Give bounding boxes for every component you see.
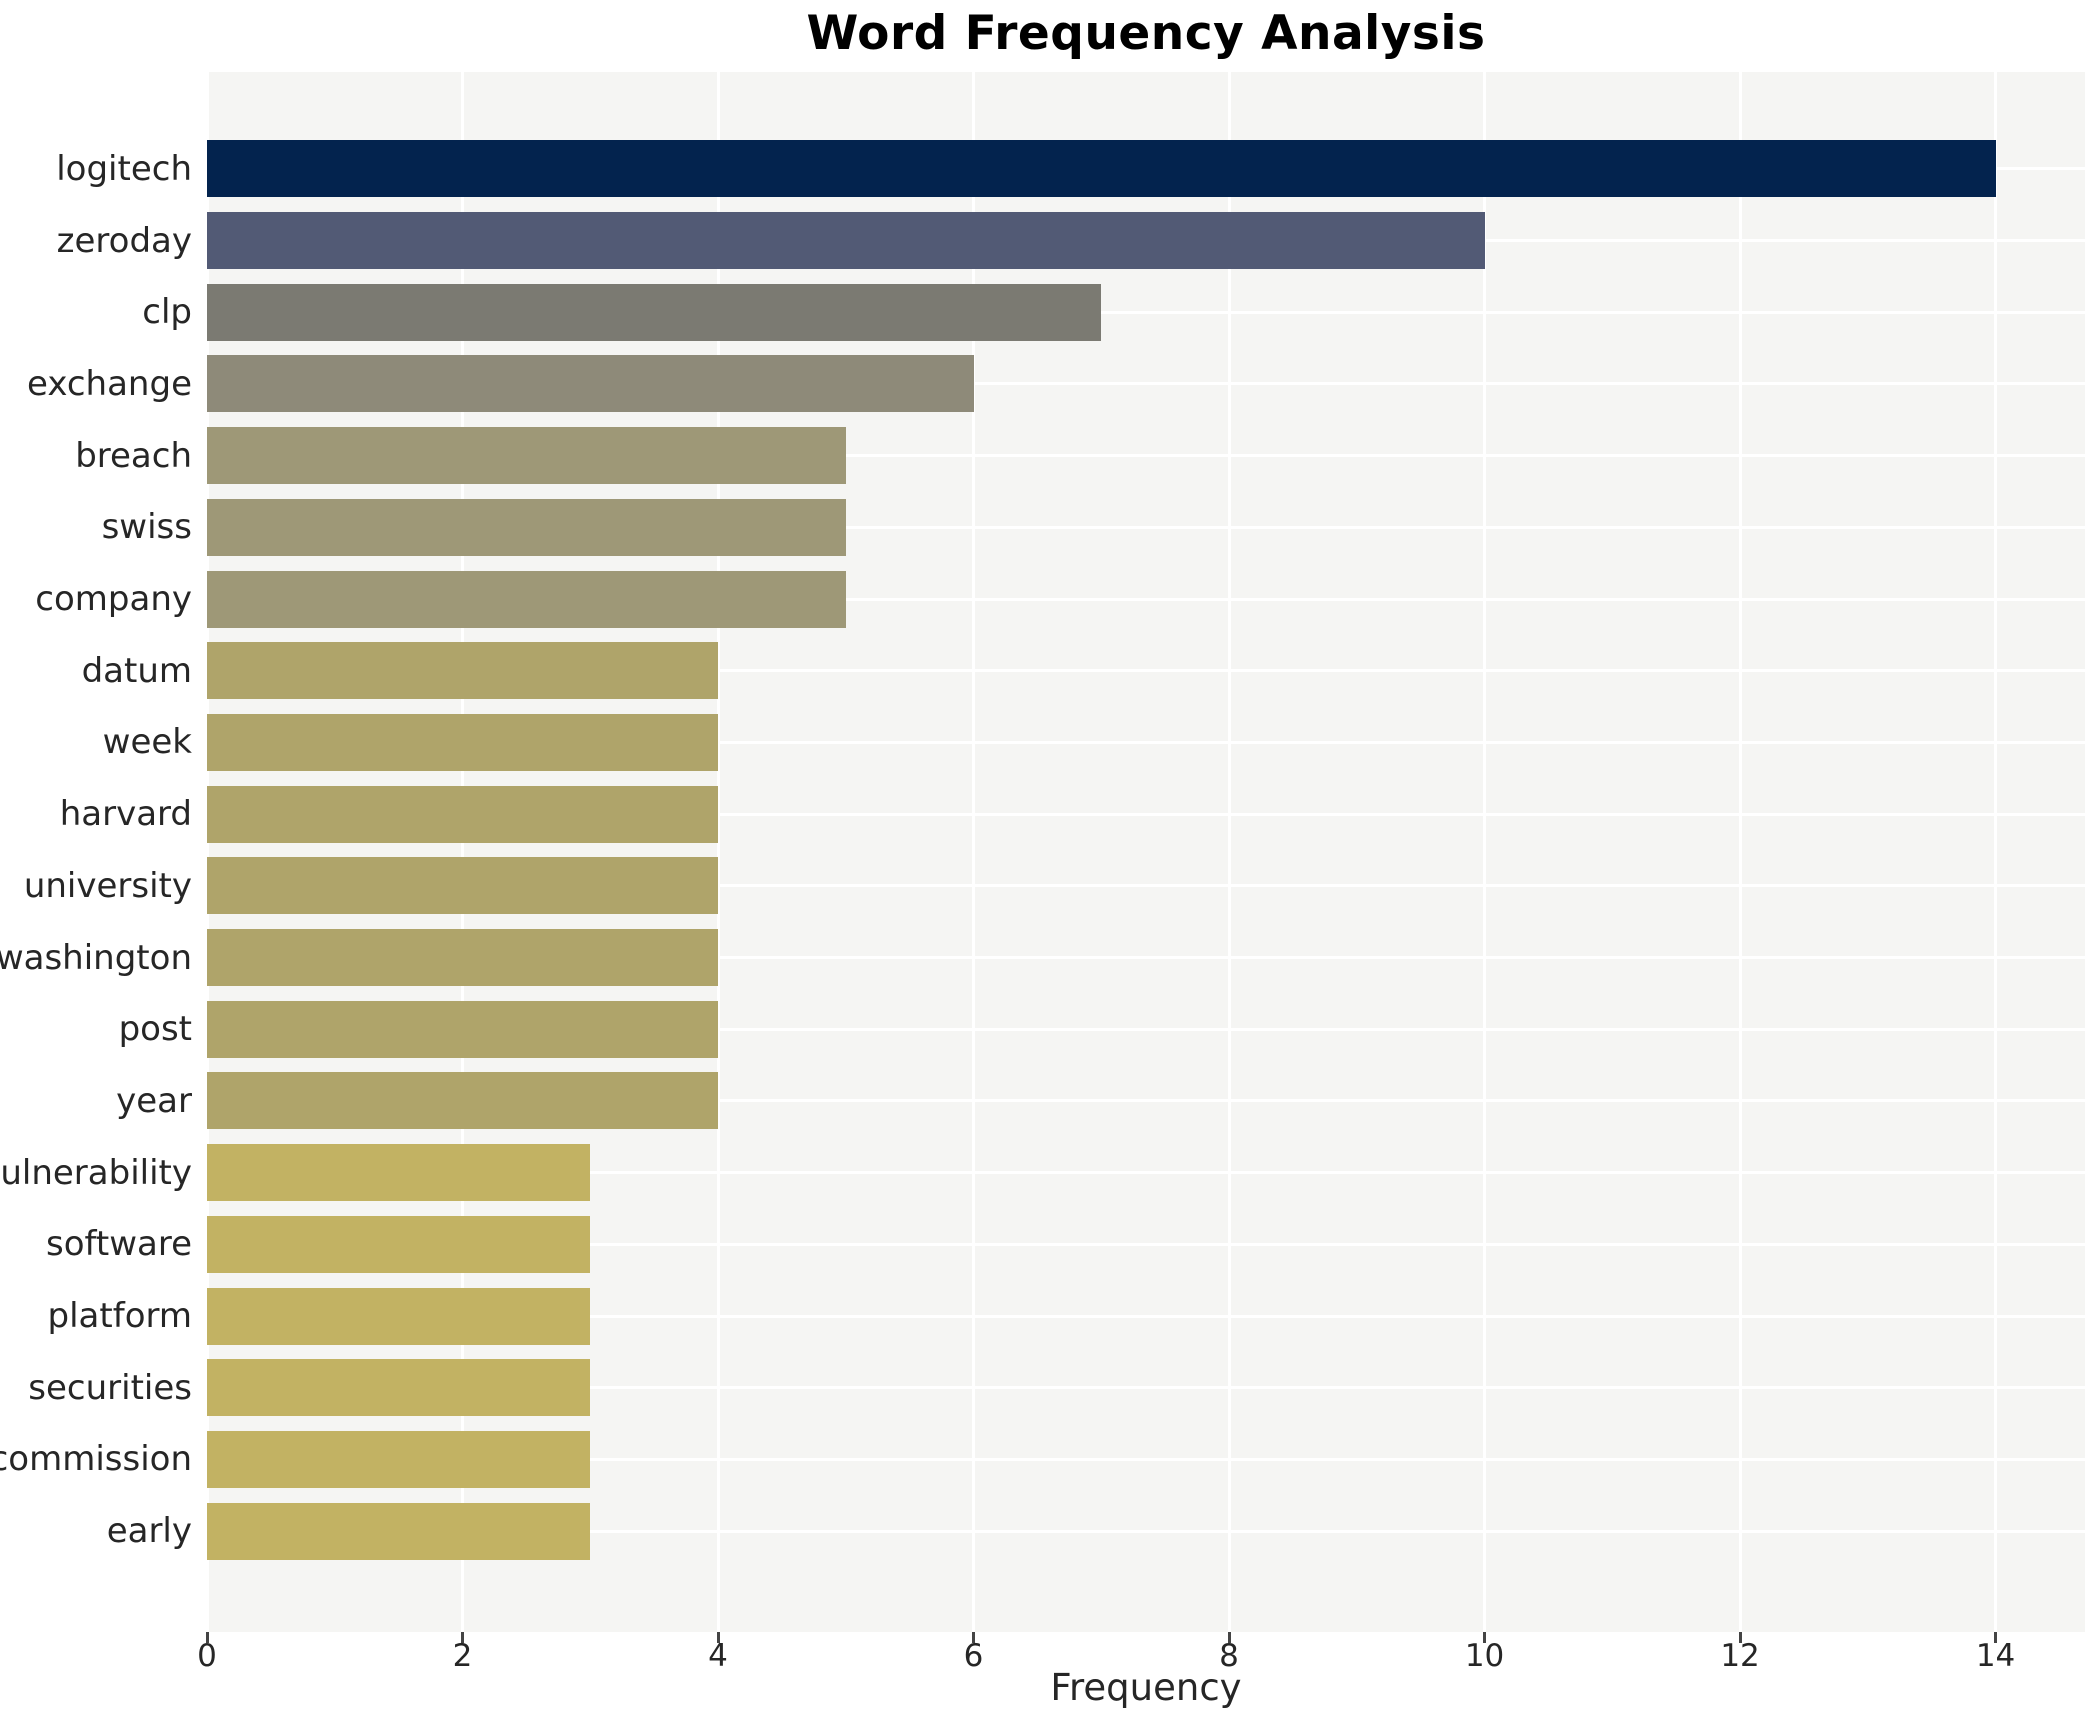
gridline-y-vulnerability — [207, 1171, 2085, 1175]
bar-zeroday — [207, 212, 1485, 270]
category-label-securities: securities — [28, 1367, 192, 1408]
category-label-software: software — [45, 1224, 192, 1265]
bar-year — [207, 1072, 719, 1130]
x-tick-label-0: 0 — [197, 1638, 217, 1674]
gridline-x-14 — [1994, 72, 1998, 1632]
category-label-datum: datum — [81, 650, 192, 691]
bar-clp — [207, 283, 1102, 341]
bar-week — [207, 713, 719, 771]
bar-software — [207, 1215, 591, 1273]
x-tick-label-8: 8 — [1219, 1638, 1239, 1674]
x-tick-label-6: 6 — [963, 1638, 984, 1674]
x-tick-mark-8 — [1227, 1632, 1231, 1643]
x-tick-mark-2 — [461, 1632, 464, 1643]
gridline-y-datum — [207, 669, 2085, 673]
gridline-y-post — [207, 1027, 2085, 1031]
category-label-swiss: swiss — [101, 507, 192, 548]
bar-vulnerability — [207, 1144, 591, 1202]
gridline-y-year — [207, 1099, 2085, 1103]
category-label-exchange: exchange — [27, 363, 192, 404]
category-label-clp: clp — [142, 292, 192, 333]
bar-securities — [207, 1359, 591, 1417]
bar-swiss — [207, 498, 846, 556]
x-axis-label: Frequency — [1050, 1666, 1242, 1709]
bar-university — [207, 857, 719, 915]
category-label-early: early — [106, 1511, 192, 1552]
gridline-y-harvard — [207, 812, 2085, 816]
x-tick-mark-10 — [1483, 1632, 1487, 1643]
gridline-x-2 — [461, 72, 464, 1632]
gridline-y-washington — [207, 956, 2085, 960]
category-label-company: company — [35, 579, 192, 620]
x-tick-mark-14 — [1994, 1632, 1998, 1643]
category-label-year: year — [116, 1080, 192, 1121]
x-tick-label-12: 12 — [1720, 1638, 1760, 1674]
gridline-x-10 — [1483, 72, 1487, 1632]
gridline-y-early — [207, 1529, 2085, 1533]
bar-breach — [207, 427, 846, 485]
category-label-platform: platform — [47, 1296, 192, 1337]
bar-datum — [207, 642, 719, 700]
x-tick-mark-12 — [1738, 1632, 1742, 1643]
category-label-breach: breach — [75, 435, 192, 476]
x-tick-label-10: 10 — [1464, 1638, 1505, 1674]
gridline-x-0 — [205, 72, 209, 1632]
gridline-y-exchange — [207, 382, 2085, 386]
gridline-y-swiss — [207, 525, 2085, 529]
bar-commission — [207, 1430, 591, 1488]
gridline-y-clp — [207, 310, 2085, 314]
category-label-commission: commission — [0, 1439, 192, 1480]
gridline-y-company — [207, 597, 2085, 601]
bar-platform — [207, 1287, 591, 1345]
gridline-x-4 — [716, 72, 720, 1632]
x-tick-label-2: 2 — [452, 1638, 473, 1674]
x-tick-mark-6 — [972, 1632, 976, 1643]
x-tick-mark-0 — [205, 1632, 209, 1643]
gridline-y-breach — [207, 454, 2085, 458]
gridline-x-8 — [1227, 72, 1231, 1632]
bar-company — [207, 570, 846, 628]
gridline-y-software — [207, 1242, 2085, 1246]
category-label-university: university — [23, 865, 192, 906]
bar-exchange — [207, 355, 974, 413]
gridline-x-12 — [1738, 72, 1742, 1632]
category-label-logitech: logitech — [56, 148, 192, 189]
bar-washington — [207, 929, 719, 987]
bar-logitech — [207, 140, 1996, 198]
gridline-y-week — [207, 740, 2085, 744]
gridline-y-university — [207, 884, 2085, 888]
x-tick-label-4: 4 — [708, 1638, 728, 1674]
category-label-week: week — [102, 722, 192, 763]
bar-early — [207, 1502, 591, 1560]
x-tick-mark-4 — [716, 1632, 720, 1643]
gridline-y-securities — [207, 1386, 2085, 1390]
category-label-post: post — [118, 1009, 192, 1050]
category-label-vulnerability: vulnerability — [0, 1152, 192, 1193]
gridline-x-6 — [972, 72, 976, 1632]
plot-area — [205, 72, 2085, 1632]
gridline-y-platform — [207, 1314, 2085, 1318]
category-label-washington: washington — [0, 937, 192, 978]
bar-harvard — [207, 785, 719, 843]
gridline-y-commission — [207, 1457, 2085, 1461]
chart-title: Word Frequency Analysis — [806, 6, 1486, 61]
category-label-harvard: harvard — [59, 794, 192, 835]
category-label-zeroday: zeroday — [56, 220, 192, 261]
x-tick-label-14: 14 — [1975, 1638, 2016, 1674]
bar-post — [207, 1000, 719, 1058]
